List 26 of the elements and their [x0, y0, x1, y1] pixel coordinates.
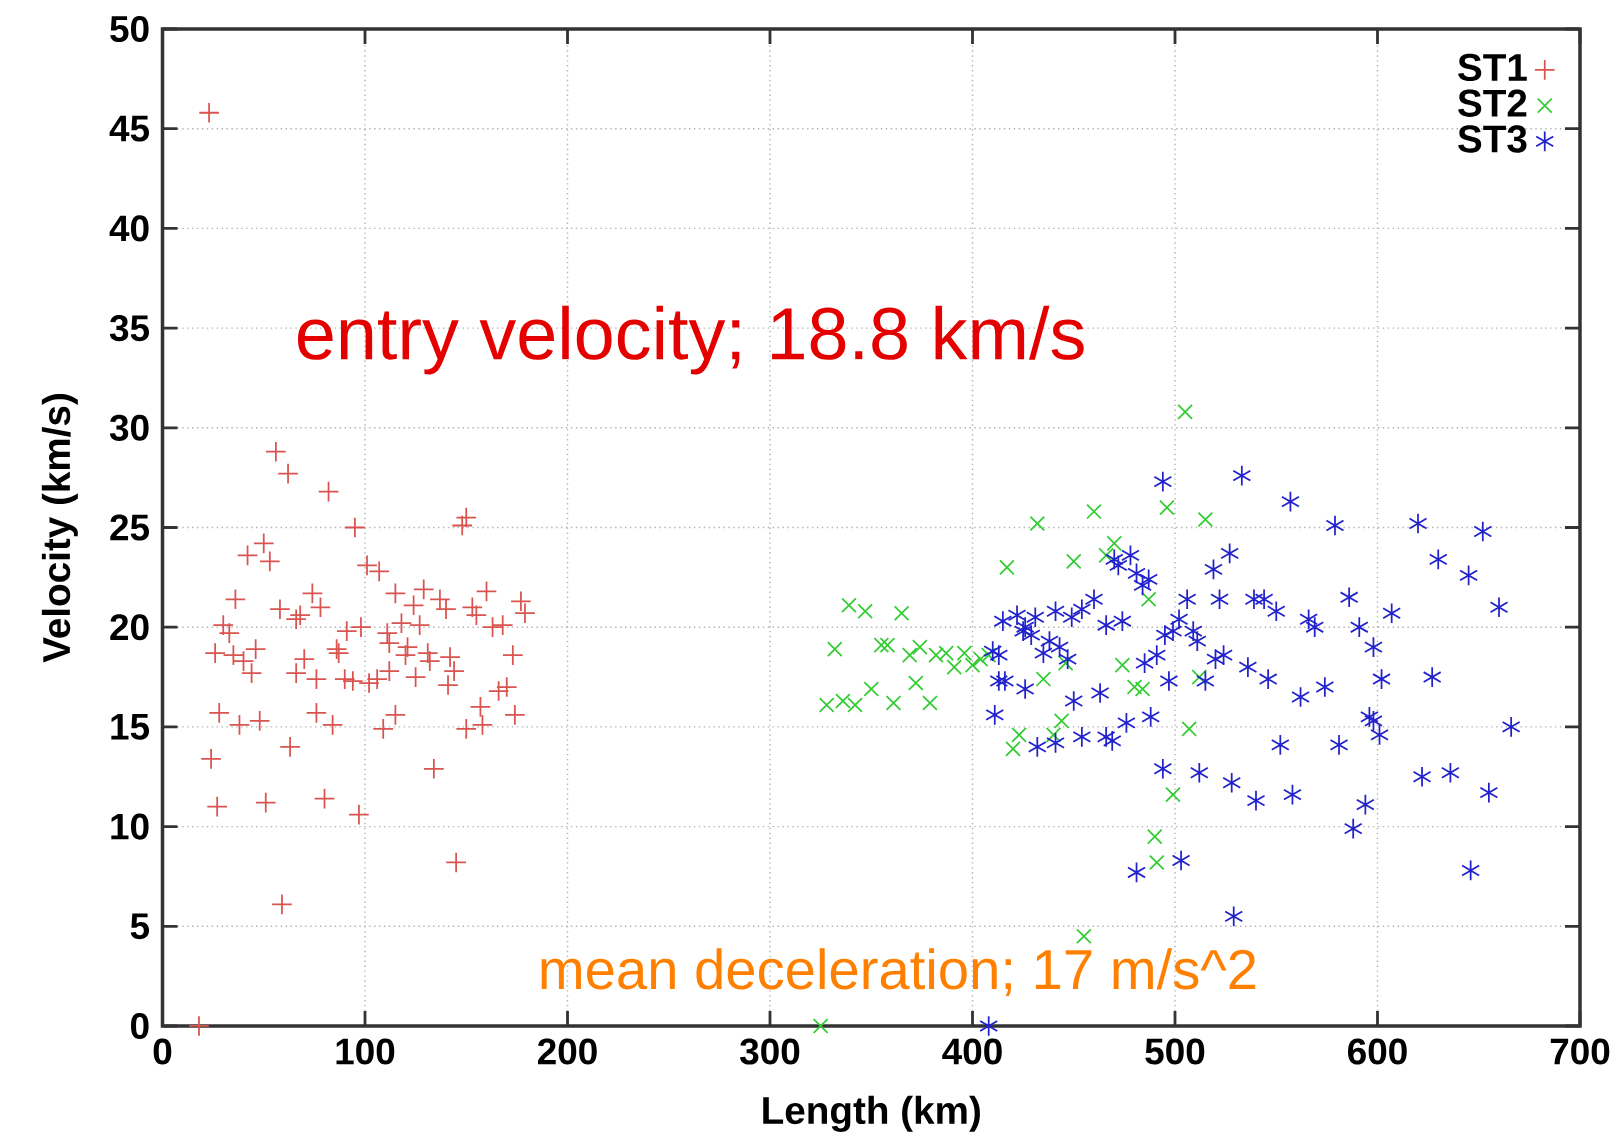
x-tick-label: 400 — [942, 1038, 1002, 1065]
legend-label: ST3 — [1458, 125, 1527, 153]
y-tick-label: 10 — [111, 813, 149, 840]
y-axis-title: Velocity (km/s) — [41, 394, 78, 663]
y-tick-label: 15 — [111, 714, 150, 740]
y-tick-label: 5 — [130, 913, 150, 940]
x-tick-label: 200 — [537, 1038, 597, 1065]
legend-label: ST1 — [1458, 53, 1527, 82]
y-tick-label: 30 — [109, 414, 149, 442]
y-tick-label: 20 — [110, 614, 149, 641]
x-tick-label: 0 — [153, 1038, 172, 1065]
x-tick-label: 500 — [1145, 1038, 1205, 1065]
annotation: entry velocity; 18.8 km/s — [297, 305, 1084, 375]
y-tick-label: 35 — [109, 315, 150, 342]
x-axis-title: Length (km) — [763, 1095, 980, 1133]
y-tick-label: 50 — [110, 16, 149, 43]
x-tick-label: 700 — [1550, 1038, 1610, 1065]
y-tick-label: 25 — [110, 514, 150, 541]
annotation: mean deceleration; 17 m/s^2 — [541, 948, 1256, 997]
legend-label: ST2 — [1458, 89, 1527, 118]
y-tick-label: 0 — [131, 1013, 149, 1040]
x-tick-label: 300 — [740, 1038, 800, 1065]
y-tick-label: 40 — [109, 215, 149, 242]
x-tick-label: 600 — [1348, 1038, 1407, 1065]
y-tick-label: 45 — [109, 116, 150, 142]
x-tick-label: 100 — [336, 1038, 395, 1065]
